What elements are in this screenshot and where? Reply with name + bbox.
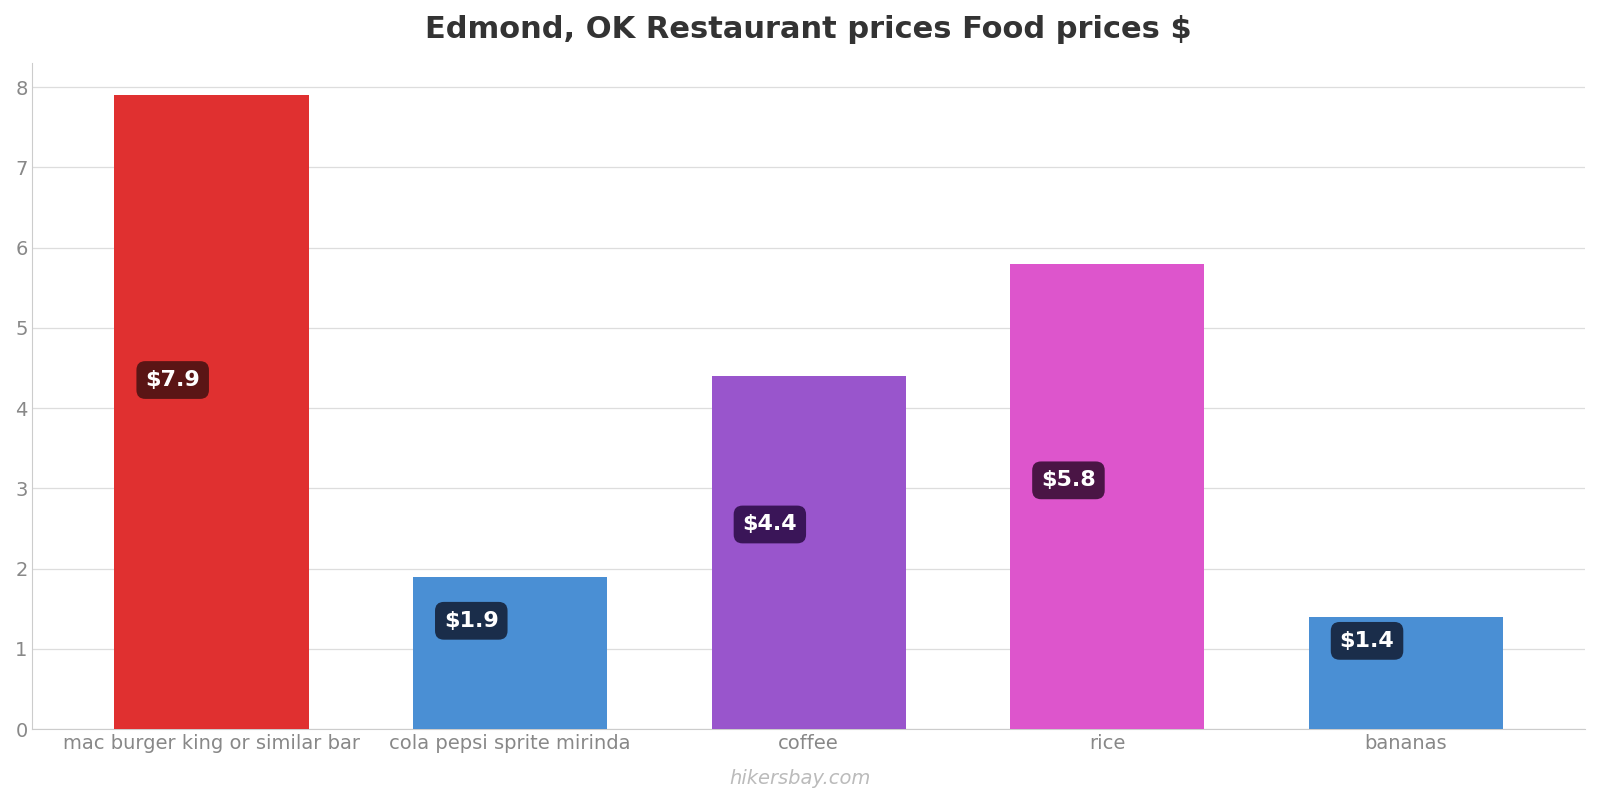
Title: Edmond, OK Restaurant prices Food prices $: Edmond, OK Restaurant prices Food prices…: [426, 15, 1192, 44]
Bar: [712, 376, 906, 729]
Bar: [115, 95, 309, 729]
Text: $1.9: $1.9: [443, 610, 499, 630]
Text: $1.4: $1.4: [1339, 631, 1395, 651]
Text: $5.8: $5.8: [1042, 470, 1096, 490]
Text: $7.9: $7.9: [146, 370, 200, 390]
Bar: [1309, 617, 1502, 729]
Bar: [1010, 264, 1205, 729]
Bar: [413, 577, 606, 729]
Text: hikersbay.com: hikersbay.com: [730, 769, 870, 788]
Text: $4.4: $4.4: [742, 514, 797, 534]
